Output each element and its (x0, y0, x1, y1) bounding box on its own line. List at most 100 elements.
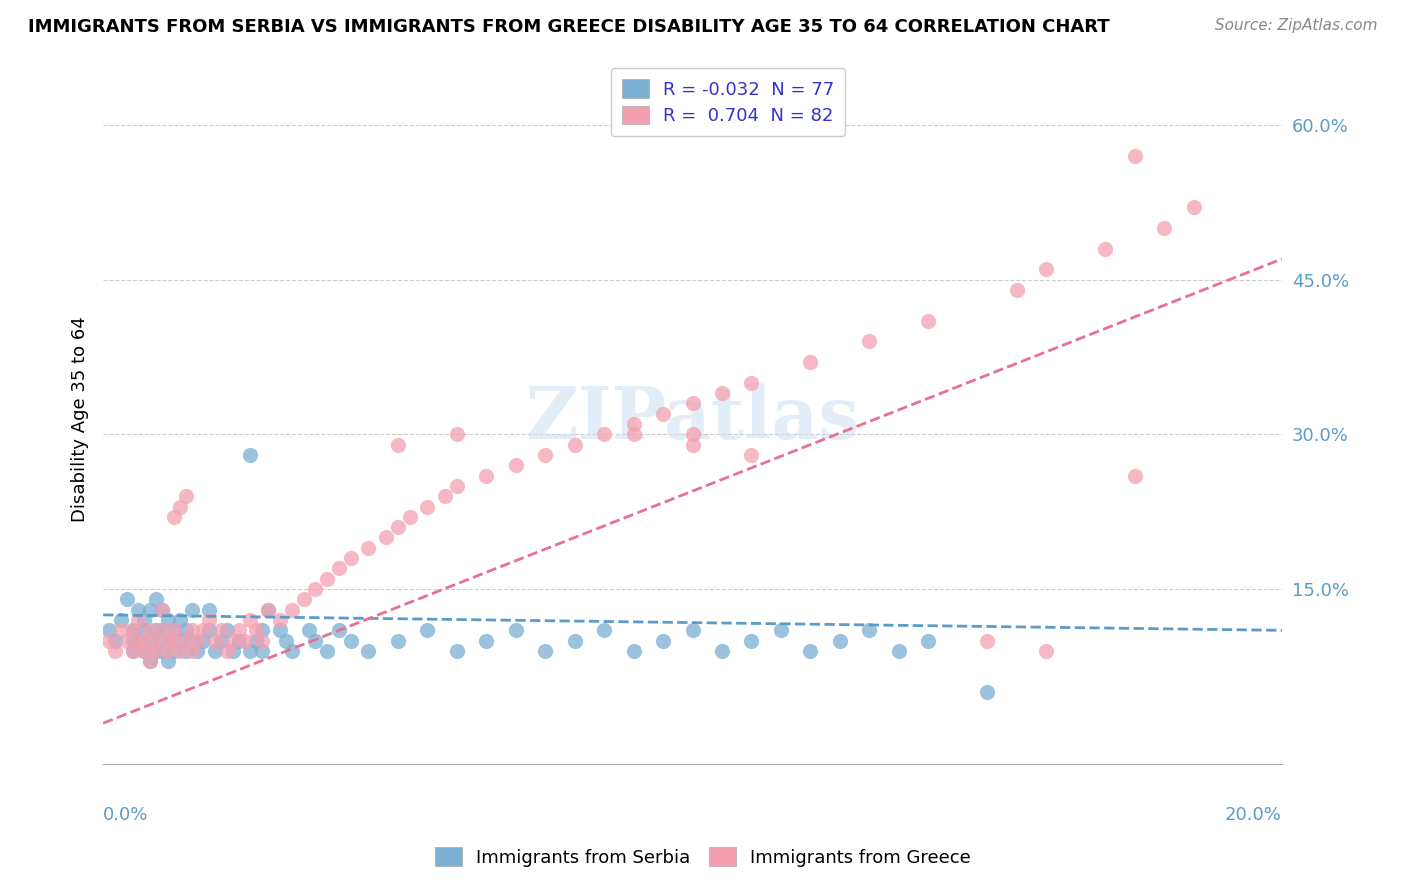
Point (134, 613, 156, 627)
Point (134, 644, 156, 658)
Point (139, 633, 162, 648)
Point (186, 644, 208, 658)
Point (339, 633, 361, 648)
Point (145, 592, 167, 607)
Point (475, 633, 498, 648)
Point (139, 603, 162, 617)
Point (156, 633, 179, 648)
Point (239, 644, 262, 658)
Point (121, 633, 143, 648)
Point (193, 624, 215, 638)
Point (1123, 149, 1146, 163)
Point (357, 644, 380, 658)
Point (128, 603, 150, 617)
Point (446, 427, 468, 442)
Point (1153, 221, 1175, 235)
Point (1005, 283, 1028, 297)
Point (387, 520, 409, 534)
Point (917, 633, 939, 648)
Point (239, 613, 262, 627)
Point (505, 624, 527, 638)
Point (269, 613, 291, 627)
Point (215, 644, 238, 658)
Point (139, 654, 162, 668)
Point (446, 644, 468, 658)
Point (180, 624, 202, 638)
Point (204, 633, 226, 648)
Point (828, 633, 851, 648)
Point (193, 633, 215, 648)
Point (186, 633, 208, 648)
Point (623, 644, 645, 658)
Point (416, 624, 439, 638)
Point (98, 624, 121, 638)
Point (121, 624, 143, 638)
Point (252, 633, 274, 648)
Point (534, 448, 557, 462)
Point (198, 613, 221, 627)
Point (150, 644, 173, 658)
Point (623, 417, 645, 431)
Point (887, 644, 910, 658)
Point (682, 427, 704, 442)
Point (245, 633, 267, 648)
Point (209, 633, 232, 648)
Point (128, 613, 150, 627)
Point (245, 624, 267, 638)
Text: IMMIGRANTS FROM SERBIA VS IMMIGRANTS FROM GREECE DISABILITY AGE 35 TO 64 CORRELA: IMMIGRANTS FROM SERBIA VS IMMIGRANTS FRO… (28, 18, 1109, 36)
Point (257, 603, 280, 617)
Point (252, 644, 274, 658)
Point (180, 603, 202, 617)
Point (858, 334, 880, 349)
Point (163, 509, 186, 524)
Point (593, 624, 616, 638)
Point (339, 551, 361, 566)
Point (799, 644, 821, 658)
Point (222, 644, 245, 658)
Legend: R = -0.032  N = 77, R =  0.704  N = 82: R = -0.032 N = 77, R = 0.704 N = 82 (610, 69, 845, 136)
Point (976, 633, 998, 648)
Point (121, 644, 143, 658)
Point (534, 644, 557, 658)
Point (316, 644, 339, 658)
Point (128, 633, 150, 648)
Point (280, 603, 302, 617)
Point (1182, 200, 1205, 214)
Point (174, 489, 197, 503)
Point (110, 624, 132, 638)
Point (134, 633, 156, 648)
Point (292, 592, 315, 607)
Point (274, 633, 297, 648)
Point (115, 592, 138, 607)
Point (134, 624, 156, 638)
Point (1094, 242, 1116, 256)
Point (387, 437, 409, 451)
Point (150, 603, 173, 617)
Point (740, 633, 762, 648)
Point (416, 500, 439, 514)
Point (169, 500, 191, 514)
Point (387, 633, 409, 648)
Y-axis label: Disability Age 35 to 64: Disability Age 35 to 64 (72, 316, 89, 522)
Point (174, 644, 197, 658)
Point (475, 468, 498, 483)
Point (174, 633, 197, 648)
Point (169, 633, 191, 648)
Point (304, 633, 326, 648)
Point (398, 509, 420, 524)
Point (150, 603, 173, 617)
Point (180, 633, 202, 648)
Point (682, 624, 704, 638)
Point (156, 654, 179, 668)
Text: Source: ZipAtlas.com: Source: ZipAtlas.com (1215, 18, 1378, 33)
Point (98, 633, 121, 648)
Text: 0.0%: 0.0% (103, 805, 149, 823)
Point (115, 633, 138, 648)
Point (174, 624, 197, 638)
Point (976, 685, 998, 699)
Point (799, 355, 821, 369)
Point (623, 427, 645, 442)
Point (134, 644, 156, 658)
Point (446, 479, 468, 493)
Point (145, 624, 167, 638)
